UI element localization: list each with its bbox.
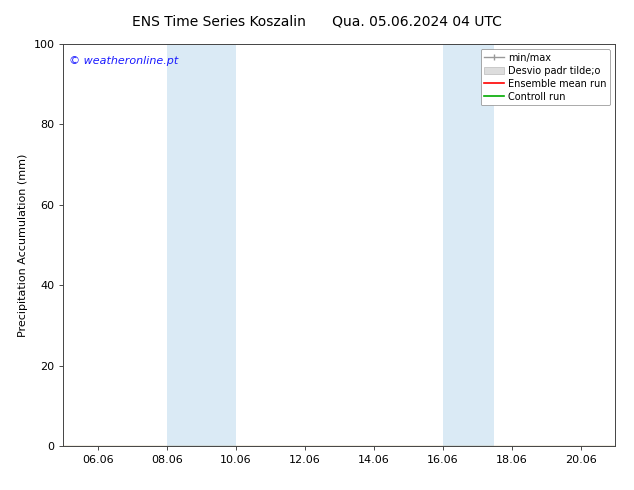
Y-axis label: Precipitation Accumulation (mm): Precipitation Accumulation (mm) bbox=[18, 153, 28, 337]
Text: ENS Time Series Koszalin      Qua. 05.06.2024 04 UTC: ENS Time Series Koszalin Qua. 05.06.2024… bbox=[132, 15, 502, 29]
Text: © weatheronline.pt: © weatheronline.pt bbox=[69, 56, 178, 66]
Legend: min/max, Desvio padr tilde;o, Ensemble mean run, Controll run: min/max, Desvio padr tilde;o, Ensemble m… bbox=[481, 49, 610, 105]
Bar bbox=[167, 44, 236, 446]
Bar bbox=[443, 44, 495, 446]
